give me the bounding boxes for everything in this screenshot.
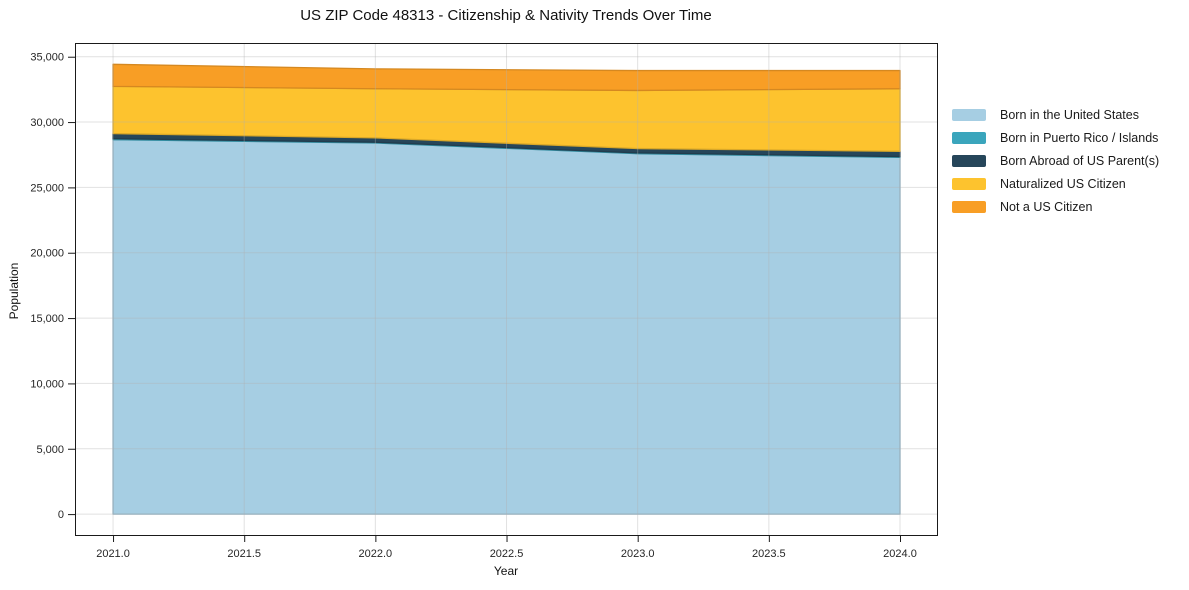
legend-swatch [952, 154, 986, 167]
x-tick-label: 2023.5 [752, 548, 786, 560]
y-tick-label: 5,000 [36, 444, 64, 456]
legend-swatch [952, 177, 986, 190]
legend-swatch [952, 108, 986, 121]
legend-label: Naturalized US Citizen [1000, 176, 1126, 191]
y-tick-label: 20,000 [30, 248, 64, 260]
legend-item-born-in-puerto-rico-islands: Born in Puerto Rico / Islands [952, 126, 1159, 149]
x-axis-label: Year [493, 564, 519, 578]
legend-label: Born Abroad of US Parent(s) [1000, 153, 1160, 168]
y-tick-label: 15,000 [30, 313, 64, 325]
y-tick-label: 0 [58, 509, 64, 521]
legend-label: Born in the United States [1000, 107, 1139, 122]
y-tick-label: 35,000 [30, 52, 64, 64]
x-tick-label: 2024.0 [883, 548, 917, 560]
area-not-a-us-citizen [112, 63, 901, 92]
x-tick-label: 2022.5 [490, 548, 524, 560]
y-axis-label: Population [7, 262, 21, 320]
x-tick-label: 2021.5 [227, 548, 261, 560]
y-tick-label: 30,000 [30, 117, 64, 129]
chart-title: US ZIP Code 48313 - Citizenship & Nativi… [300, 7, 712, 24]
legend-label: Born in Puerto Rico / Islands [1000, 130, 1159, 145]
y-tick-label: 25,000 [30, 182, 64, 194]
legend-label: Not a US Citizen [1000, 199, 1093, 214]
y-tick-label: 10,000 [30, 378, 64, 390]
x-tick-label: 2021.0 [96, 548, 130, 560]
legend-swatch [952, 200, 986, 213]
legend: Born in the United States Born in Puerto … [952, 103, 1159, 218]
legend-swatch [952, 131, 986, 144]
axes-spines [75, 43, 938, 536]
legend-item-not-a-us-citizen: Not a US Citizen [952, 195, 1159, 218]
x-tick-label: 2023.0 [621, 548, 655, 560]
x-tick-label: 2022.0 [359, 548, 393, 560]
legend-item-born-abroad-of-us-parent-s: Born Abroad of US Parent(s) [952, 149, 1159, 172]
legend-item-naturalized-us-citizen: Naturalized US Citizen [952, 172, 1159, 195]
legend-item-born-in-the-united-states: Born in the United States [952, 103, 1159, 126]
